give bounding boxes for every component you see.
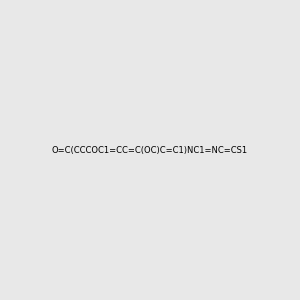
Text: O=C(CCCOC1=CC=C(OC)C=C1)NC1=NC=CS1: O=C(CCCOC1=CC=C(OC)C=C1)NC1=NC=CS1 [52, 146, 248, 154]
